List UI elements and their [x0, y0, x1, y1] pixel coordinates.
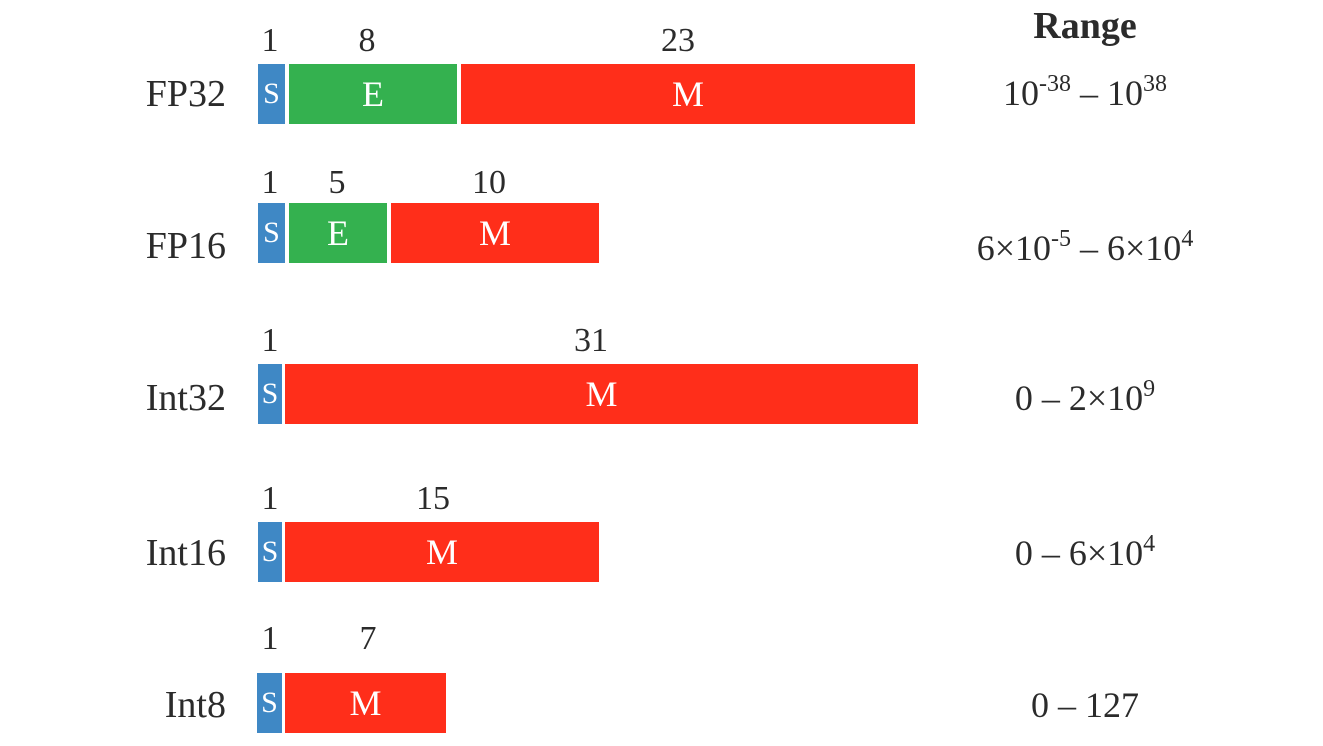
- range-separator: –: [1071, 228, 1107, 268]
- format-row-int32: Int32 1 31 S M 0 – 2×109: [0, 301, 1323, 424]
- sign-segment: S: [258, 522, 282, 582]
- mantissa-bit-count: 15: [416, 480, 450, 517]
- range-min-base: 10: [1003, 73, 1039, 113]
- range-value: 6×10-5 – 6×104: [940, 225, 1230, 271]
- exponent-bit-count: 8: [358, 22, 376, 59]
- range-min-exponent: -5: [1051, 226, 1071, 252]
- sign-segment: S: [257, 673, 282, 733]
- exponent-bit-count: 5: [328, 164, 346, 201]
- format-row-fp32: FP32 1 8 23 S E M 10-38 – 1038: [0, 1, 1323, 124]
- format-row-int8: Int8 1 7 S M 0 – 127: [0, 613, 1323, 733]
- mantissa-bit-count: 10: [472, 164, 506, 201]
- range-exponent: 9: [1143, 376, 1156, 402]
- range-value: 0 – 6×104: [940, 530, 1230, 576]
- range-value: 10-38 – 1038: [940, 70, 1230, 116]
- sign-bit-count: 1: [261, 164, 279, 201]
- sign-bit-count: 1: [261, 620, 279, 657]
- format-label: FP32: [145, 73, 226, 115]
- range-separator: –: [1071, 73, 1107, 113]
- range-column-header: Range: [1033, 5, 1137, 47]
- sign-segment: S: [258, 364, 282, 424]
- range-max-exponent: 4: [1181, 226, 1194, 252]
- sign-segment: S: [258, 203, 285, 263]
- mantissa-bit-count: 23: [661, 22, 695, 59]
- range-exponent: 4: [1143, 531, 1156, 557]
- sign-bit-count: 1: [261, 322, 279, 359]
- sign-bit-count: 1: [261, 480, 279, 517]
- mantissa-segment: M: [285, 364, 918, 424]
- range-prefix: 0 – 2×10: [1014, 378, 1144, 418]
- format-label: Int16: [145, 532, 226, 574]
- format-row-int16: Int16 1 15 S M 0 – 6×104: [0, 459, 1323, 582]
- range-value: 0 – 2×109: [940, 375, 1230, 421]
- format-label: FP16: [145, 225, 226, 267]
- range-prefix: 0 – 6×10: [1014, 533, 1144, 573]
- range-min-exponent: -38: [1039, 71, 1071, 97]
- sign-segment: S: [258, 64, 285, 124]
- format-label: Int32: [145, 377, 226, 419]
- format-row-fp16: FP16 1 5 10 S E M 6×10-5 – 6×104: [0, 141, 1323, 268]
- range-max-exponent: 38: [1143, 71, 1167, 97]
- range-min-base: 6×10: [976, 228, 1051, 268]
- range-max-base: 6×10: [1107, 228, 1182, 268]
- mantissa-bit-count: 31: [574, 322, 608, 359]
- format-label: Int8: [164, 684, 226, 726]
- sign-bit-count: 1: [261, 22, 279, 59]
- exponent-segment: E: [289, 203, 387, 263]
- mantissa-bit-count: 7: [359, 620, 377, 657]
- exponent-segment: E: [289, 64, 457, 124]
- range-value: 0 – 127: [1031, 685, 1139, 725]
- mantissa-segment: M: [461, 64, 915, 124]
- mantissa-segment: M: [285, 522, 599, 582]
- mantissa-segment: M: [285, 673, 446, 733]
- mantissa-segment: M: [391, 203, 599, 263]
- range-max-base: 10: [1107, 73, 1143, 113]
